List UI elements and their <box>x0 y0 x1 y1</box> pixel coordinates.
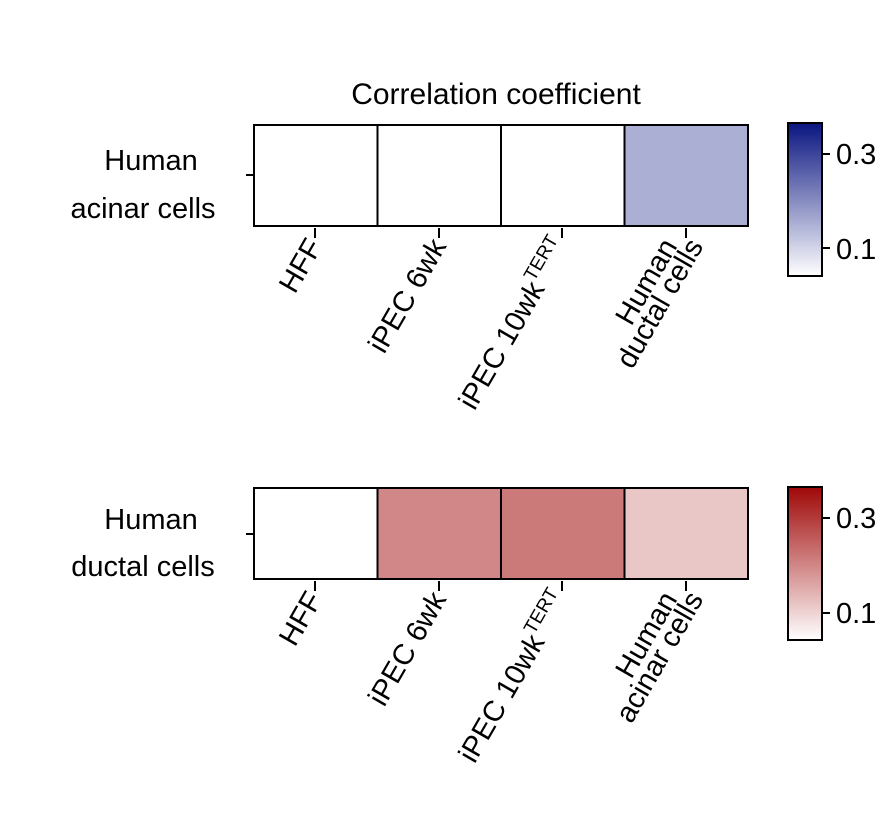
x-tick-label: HFF <box>273 234 329 299</box>
x-tick-label: iPEC 10wkTERT <box>449 231 576 415</box>
heatmap-cell <box>500 124 626 227</box>
colorbar-gradient <box>787 122 823 277</box>
row-label-line1: Human <box>104 504 198 536</box>
row-label-line2: ductal cells <box>71 551 214 583</box>
heatmap-cell <box>376 124 502 227</box>
heatmap-panel-ductal: Human ductal cells HFF iPEC 6wk iPEC 10w… <box>71 486 876 768</box>
colorbar-tick-label: 0.1 <box>836 598 876 630</box>
heatmap-border <box>253 124 749 227</box>
heatmap-cell <box>623 124 749 227</box>
heatmap-cell <box>500 487 626 580</box>
heatmap-cell <box>623 487 749 580</box>
x-tick-label-main: iPEC 10wk <box>453 629 552 768</box>
chart-title: Correlation coefficient <box>351 78 641 111</box>
heatmap-cell <box>253 124 379 227</box>
heatmap-cell <box>376 487 502 580</box>
colorbar-tick-label: 0.3 <box>836 139 876 171</box>
x-tick-label-superscript: TERT <box>520 231 563 285</box>
heatmap-border <box>253 487 749 580</box>
x-tick-label: HFF <box>273 587 329 652</box>
colorbar-red: 0.3 0.1 <box>787 486 876 641</box>
colorbar-blue: 0.3 0.1 <box>787 122 876 277</box>
heatmap-panel-acinar: Human acinar cells HFF iPEC 6wk iPEC 10w… <box>70 122 876 415</box>
colorbar-gradient <box>787 486 823 641</box>
x-tick-label-main: iPEC 10wk <box>453 276 552 415</box>
x-tick-label-superscript: TERT <box>520 584 563 638</box>
row-label-line1: Human <box>104 145 198 177</box>
x-tick-label: iPEC 10wkTERT <box>449 584 576 768</box>
x-tick-label: iPEC 6wk <box>362 586 453 711</box>
colorbar-tick-label: 0.1 <box>836 234 876 266</box>
colorbar-tick-label: 0.3 <box>836 503 876 535</box>
heatmap-cell <box>253 487 379 580</box>
x-tick-label: iPEC 6wk <box>362 233 453 358</box>
row-label-line2: acinar cells <box>70 193 215 225</box>
